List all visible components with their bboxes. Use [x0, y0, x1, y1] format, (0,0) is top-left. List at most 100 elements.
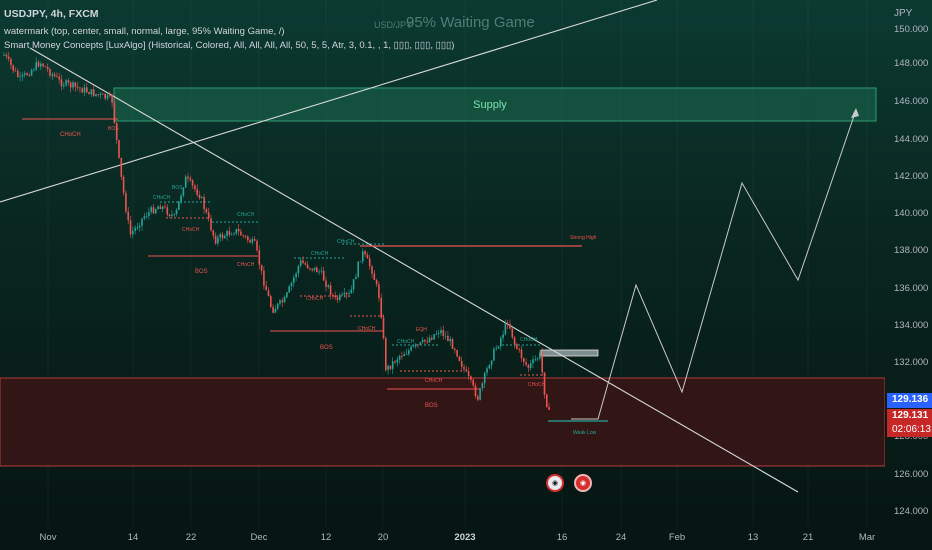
- candle-body: [28, 75, 31, 76]
- candlesticks: [3, 52, 550, 411]
- candle-body: [203, 197, 205, 210]
- time-tick: 2023: [454, 532, 476, 543]
- candle-body: [191, 180, 194, 186]
- candle-body: [456, 350, 458, 357]
- candle-body: [63, 85, 65, 87]
- candle-body: [334, 295, 336, 298]
- label-choch: CHoCH: [237, 212, 255, 218]
- candle-body: [187, 176, 189, 179]
- bar-countdown: 02:06:13: [887, 423, 932, 437]
- candle-body: [33, 69, 35, 71]
- candle-body: [394, 361, 396, 363]
- supply-label: Supply: [473, 99, 507, 111]
- candle-body: [60, 79, 63, 87]
- price-tick: 124.000: [894, 506, 929, 517]
- candle-body: [373, 273, 376, 280]
- candle-body: [428, 337, 431, 343]
- candle-body: [433, 334, 435, 340]
- candle-body: [396, 359, 399, 363]
- candle-body: [113, 102, 116, 123]
- candle-body: [219, 234, 221, 238]
- candle-body: [518, 348, 520, 350]
- candle-body: [355, 276, 357, 280]
- candle-body: [472, 379, 474, 386]
- price-tick: 146.000: [894, 96, 929, 107]
- candle-body: [180, 195, 182, 202]
- candle-body: [109, 95, 111, 97]
- candle-body: [391, 361, 394, 369]
- candle-body: [37, 62, 40, 67]
- label-choch: CHoCH: [60, 132, 81, 138]
- candle-body: [226, 231, 228, 236]
- candle-body: [516, 344, 518, 349]
- alert-icon[interactable]: ◉: [546, 474, 564, 492]
- candle-body: [72, 82, 74, 88]
- candle-body: [325, 280, 327, 287]
- candle-body: [364, 251, 366, 255]
- candle-body: [212, 230, 215, 236]
- candle-body: [267, 290, 270, 297]
- falling-trendline: [29, 47, 799, 493]
- time-tick: 13: [747, 532, 759, 543]
- candle-body: [224, 235, 226, 239]
- candle-body: [504, 323, 507, 335]
- candle-body: [97, 94, 100, 95]
- time-tick: 20: [377, 532, 389, 543]
- candle-body: [495, 348, 497, 350]
- candle-body: [352, 279, 355, 290]
- candle-body: [201, 197, 203, 199]
- candle-body: [274, 308, 277, 313]
- candle-body: [132, 230, 134, 235]
- indicator-smc-legend[interactable]: Smart Money Concepts [LuxAlgo] (Historic…: [4, 40, 455, 51]
- candle-body: [479, 388, 481, 400]
- candle-body: [46, 67, 49, 69]
- candle-body: [357, 261, 359, 277]
- candle-body: [207, 212, 210, 219]
- candle-body: [449, 339, 451, 342]
- time-tick: 16: [556, 532, 568, 543]
- projection-path: [571, 109, 857, 420]
- candle-body: [426, 341, 428, 343]
- candle-body: [408, 350, 410, 355]
- candle-body: [76, 86, 79, 88]
- candle-body: [92, 89, 95, 96]
- candle-body: [35, 62, 37, 70]
- candle-body: [520, 349, 523, 359]
- price-tick: 142.000: [894, 171, 929, 182]
- candle-body: [242, 235, 244, 237]
- candle-body: [497, 346, 500, 349]
- candle-body: [205, 209, 208, 213]
- candle-body: [86, 87, 88, 93]
- candle-body: [293, 277, 295, 283]
- candle-body: [523, 358, 525, 363]
- candle-body: [421, 339, 424, 343]
- candle-body: [536, 358, 539, 360]
- time-tick: Nov: [39, 532, 57, 543]
- candle-body: [470, 376, 472, 380]
- label-choch: CHoCH: [182, 227, 200, 233]
- candle-body: [263, 270, 265, 286]
- candle-body: [249, 240, 251, 243]
- price-chart[interactable]: Supply Strong High Weak Low: [0, 0, 885, 526]
- candle-body: [134, 227, 136, 231]
- candle-body: [458, 356, 461, 361]
- candle-body: [17, 70, 19, 78]
- candle-body: [320, 270, 323, 272]
- candle-body: [447, 335, 449, 342]
- candle-body: [380, 297, 382, 318]
- candle-body: [322, 270, 325, 281]
- indicator-watermark-legend[interactable]: watermark (top, center, small, normal, l…: [4, 26, 285, 37]
- candle-body: [12, 65, 14, 71]
- time-tick: 22: [185, 532, 197, 543]
- candle-body: [316, 267, 318, 273]
- candle-body: [148, 211, 150, 216]
- candle-body: [136, 227, 139, 229]
- currency-label[interactable]: JPY: [894, 8, 913, 19]
- candle-body: [286, 292, 288, 298]
- price-tick: 134.000: [894, 320, 929, 331]
- candle-body: [104, 93, 106, 99]
- supply-zone: [113, 87, 877, 122]
- symbol-title[interactable]: USDJPY, 4h, FXCM: [4, 8, 99, 20]
- replay-icon[interactable]: ◉: [574, 474, 592, 492]
